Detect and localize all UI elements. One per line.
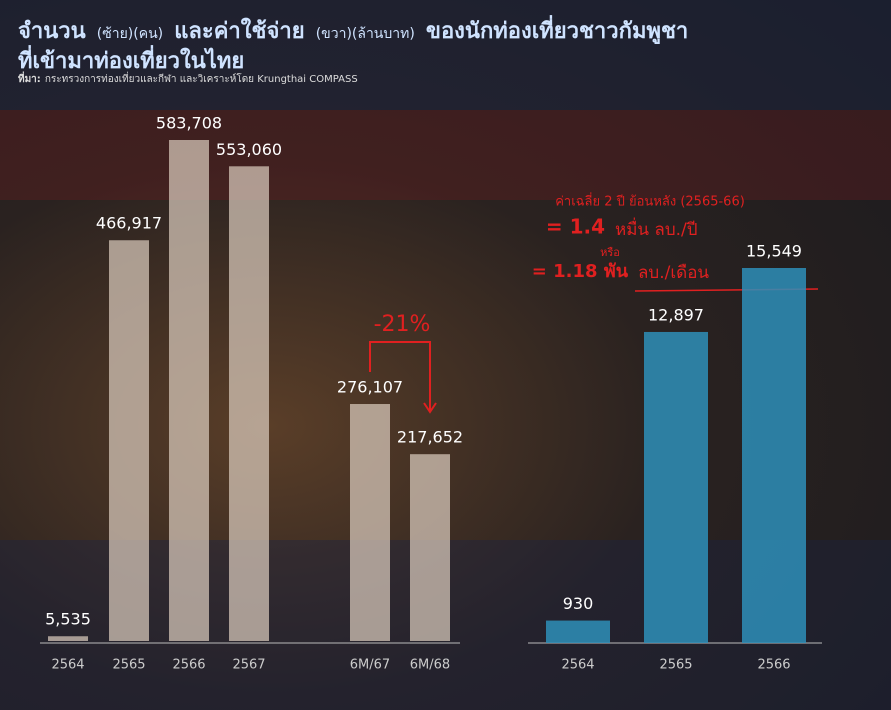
annotation: หมื่น ลบ./ปี — [615, 217, 698, 240]
annotation: = 1.4 — [546, 215, 605, 239]
bar — [229, 166, 269, 641]
value-label: 276,107 — [337, 378, 403, 397]
title-part: ของนักท่องเที่ยวชาวกัมพูชา — [425, 19, 689, 44]
title-line: ที่เข้ามาท่องเที่ยวในไทย — [18, 49, 245, 74]
annotation: ค่าเฉลี่ย 2 ปี ย้อนหลัง (2565-66) — [555, 193, 745, 210]
source: ที่มา: กระทรวงการท่องเที่ยวและกีฬา และวิเ… — [18, 72, 358, 87]
title-part: และค่าใช้จ่าย — [174, 19, 305, 44]
x-tick-label: 2566 — [757, 658, 790, 673]
x-tick-label: 2566 — [172, 658, 205, 673]
bar — [742, 268, 806, 643]
title-part: (ขวา)(ล้านบาท) — [315, 26, 415, 42]
bar — [410, 454, 450, 641]
arrow-head — [423, 402, 437, 414]
value-label: 930 — [563, 594, 594, 613]
x-tick-label: 2565 — [659, 658, 692, 673]
title-part: จำนวน — [18, 19, 86, 44]
value-label: 217,652 — [397, 428, 463, 447]
value-label: 583,708 — [156, 114, 222, 133]
title-line: จำนวน (ซ้าย)(คน) และค่าใช้จ่าย (ขวา)(ล้า… — [18, 18, 688, 48]
bar — [48, 636, 88, 641]
bar — [644, 331, 708, 643]
x-tick-label: 6M/68 — [410, 658, 450, 673]
source-text: กระทรวงการท่องเที่ยวและกีฬา และวิเคราะห์… — [44, 74, 358, 85]
value-label: 12,897 — [648, 305, 704, 324]
annotation: หรือ — [600, 246, 620, 259]
bar — [109, 240, 149, 641]
title-part: (ซ้าย)(คน) — [96, 26, 164, 42]
x-tick-label: 2565 — [112, 658, 145, 673]
x-tick-label: 2567 — [232, 658, 265, 673]
annotation: ลบ./เดือน — [638, 263, 709, 283]
change-label: -21% — [374, 312, 431, 337]
value-label: 15,549 — [746, 242, 802, 261]
source-label: ที่มา: — [18, 74, 41, 85]
value-label: 5,535 — [45, 610, 91, 629]
bar — [169, 140, 209, 641]
title: จำนวน (ซ้าย)(คน) และค่าใช้จ่าย (ขวา)(ล้า… — [18, 18, 688, 75]
bar — [350, 404, 390, 641]
x-tick-label: 2564 — [51, 658, 84, 673]
value-label: 553,060 — [216, 140, 282, 159]
change-arrow — [369, 341, 431, 410]
x-tick-label: 6M/67 — [350, 658, 390, 673]
bar — [546, 620, 610, 643]
x-tick-label: 2564 — [561, 658, 594, 673]
value-label: 466,917 — [96, 214, 162, 233]
annotation: = 1.18 พัน — [532, 261, 629, 282]
